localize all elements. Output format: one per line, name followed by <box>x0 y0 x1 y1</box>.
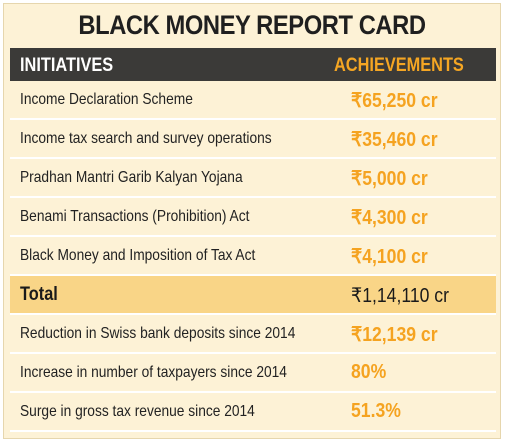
table-row: Benami Transactions (Prohibition) Act ₹4… <box>10 198 496 237</box>
row-label: Income Declaration Scheme <box>20 91 193 108</box>
total-label: Total <box>20 284 58 305</box>
table-row: Black Money and Imposition of Tax Act ₹4… <box>10 237 496 276</box>
row-value: ₹5,000 cr <box>351 168 428 190</box>
column-header-initiatives: INITIATIVES <box>20 55 114 76</box>
row-label: Black Money and Imposition of Tax Act <box>20 247 256 264</box>
table-row: Income Declaration Scheme ₹65,250 cr <box>10 81 496 120</box>
column-header-achievements: ACHIEVEMENTS <box>334 55 464 76</box>
table-row: Income tax search and survey operations … <box>10 120 496 159</box>
total-value: ₹1,14,110 cr <box>351 285 449 307</box>
table-header: INITIATIVES ACHIEVEMENTS <box>10 48 496 81</box>
row-value: 51.3% <box>351 400 401 422</box>
row-value: ₹4,100 cr <box>351 246 428 268</box>
row-value: ₹35,460 cr <box>351 129 438 151</box>
row-label: Benami Transactions (Prohibition) Act <box>20 208 250 225</box>
row-value: ₹65,250 cr <box>351 90 438 112</box>
table-row: Surge in gross tax revenue since 2014 51… <box>10 393 496 432</box>
table-row: Pradhan Mantri Garib Kalyan Yojana ₹5,00… <box>10 159 496 198</box>
row-label: Pradhan Mantri Garib Kalyan Yojana <box>20 169 243 186</box>
report-card: BLACK MONEY REPORT CARD INITIATIVES ACHI… <box>3 3 501 439</box>
table-body: Income Declaration Scheme ₹65,250 cr Inc… <box>10 81 496 432</box>
table-row: Increase in number of taxpayers since 20… <box>10 354 496 393</box>
row-value: 80% <box>351 361 387 383</box>
page-title: BLACK MONEY REPORT CARD <box>78 10 426 40</box>
table-row: Reduction in Swiss bank deposits since 2… <box>10 315 496 354</box>
row-label: Increase in number of taxpayers since 20… <box>20 364 287 381</box>
row-label: Reduction in Swiss bank deposits since 2… <box>20 325 296 342</box>
row-value: ₹4,300 cr <box>351 207 428 229</box>
row-label: Surge in gross tax revenue since 2014 <box>20 403 255 420</box>
row-value: ₹12,139 cr <box>351 324 438 346</box>
total-row: Total ₹1,14,110 cr <box>10 276 496 315</box>
row-label: Income tax search and survey operations <box>20 130 272 147</box>
